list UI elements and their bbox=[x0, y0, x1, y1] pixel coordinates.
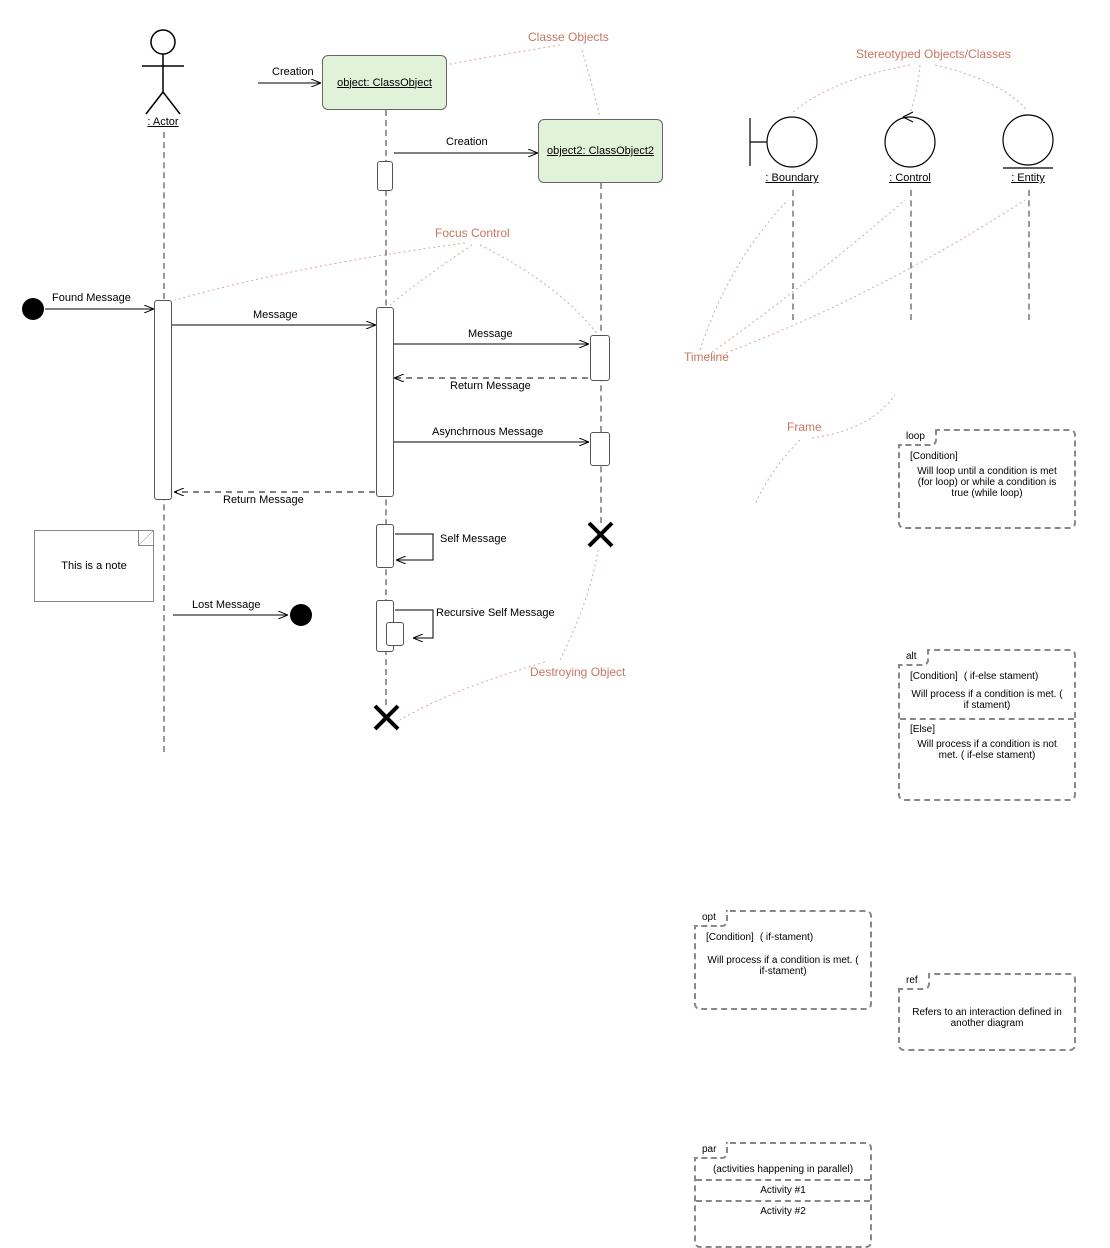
note: This is a note bbox=[34, 530, 154, 602]
ref-body: Refers to an interaction defined in anot… bbox=[910, 1007, 1064, 1029]
loop-cond: [Condition] bbox=[910, 451, 1064, 462]
par-head: (activities happening in parallel) bbox=[706, 1164, 860, 1175]
activation-obj2-b bbox=[590, 432, 610, 466]
alt-tab: alt bbox=[898, 649, 929, 666]
opt-body: Will process if a condition is met. ( if… bbox=[706, 955, 860, 977]
note-text: This is a note bbox=[61, 560, 126, 572]
label-found: Found Message bbox=[52, 292, 131, 304]
opt-aside: ( if-stament) bbox=[760, 932, 813, 947]
par-tab: par bbox=[694, 1142, 728, 1159]
opt-tab: opt bbox=[694, 910, 728, 927]
alt-body1: Will process if a condition is met. ( if… bbox=[910, 689, 1064, 711]
loop-body: Will loop until a condition is met (for … bbox=[910, 466, 1064, 499]
boundary-label: : Boundary bbox=[760, 172, 824, 184]
entity-icon bbox=[1003, 115, 1053, 168]
label-recursive: Recursive Self Message bbox=[436, 607, 496, 619]
label-return2: Return Message bbox=[223, 494, 304, 506]
par-a2: Activity #2 bbox=[706, 1206, 860, 1217]
found-origin bbox=[22, 298, 44, 320]
anno-classe: Classe Objects bbox=[528, 30, 609, 44]
class-object-2: object2: ClassObject2 bbox=[538, 119, 663, 183]
frame-loop: loop [Condition] Will loop until a condi… bbox=[898, 429, 1076, 529]
loop-tab: loop bbox=[898, 429, 937, 446]
control-icon bbox=[885, 112, 935, 167]
entity-lifeline bbox=[1028, 190, 1030, 320]
ref-tab: ref bbox=[898, 973, 930, 990]
lost-target bbox=[290, 604, 312, 626]
label-message2: Message bbox=[468, 328, 513, 340]
control-label: : Control bbox=[880, 172, 940, 184]
entity-label: : Entity bbox=[1000, 172, 1056, 184]
alt-cond2: [Else] bbox=[910, 724, 1064, 735]
opt-cond: [Condition] bbox=[706, 932, 754, 943]
activation-creation bbox=[377, 161, 393, 191]
boundary-icon bbox=[750, 117, 817, 167]
class1-label: object: ClassObject bbox=[337, 77, 432, 89]
activation-obj2-a bbox=[590, 335, 610, 381]
activation-rec-inner bbox=[386, 622, 404, 646]
alt-cond1: [Condition] bbox=[910, 671, 958, 682]
alt-body2: Will process if a condition is not met. … bbox=[910, 739, 1064, 761]
control-lifeline bbox=[910, 190, 912, 320]
class-object-1: object: ClassObject bbox=[322, 55, 447, 110]
label-lost: Lost Message bbox=[192, 599, 260, 611]
frame-ref: ref Refers to an interaction defined in … bbox=[898, 973, 1076, 1051]
actor-label: : Actor bbox=[140, 116, 186, 128]
boundary-lifeline bbox=[792, 190, 794, 320]
actor-icon bbox=[142, 30, 184, 114]
class2-label: object2: ClassObject2 bbox=[547, 145, 654, 157]
activation-actor bbox=[154, 300, 172, 500]
activation-self bbox=[376, 524, 394, 568]
label-return1: Return Message bbox=[450, 380, 531, 392]
alt-aside1: ( if-else stament) bbox=[964, 671, 1038, 686]
par-a1: Activity #1 bbox=[706, 1185, 860, 1196]
anno-stereo: Stereotyped Objects/Classes bbox=[856, 47, 1011, 61]
anno-focus: Focus Control bbox=[435, 226, 510, 240]
label-async: Asynchrnous Message bbox=[432, 426, 543, 438]
frame-opt: opt [Condition] ( if-stament) Will proce… bbox=[694, 910, 872, 1010]
label-self: Self Message bbox=[440, 533, 500, 545]
activation-obj1-main bbox=[376, 307, 394, 497]
anno-frame: Frame bbox=[787, 420, 822, 434]
label-creation1: Creation bbox=[272, 66, 314, 78]
label-creation2: Creation bbox=[446, 136, 488, 148]
frame-par: par (activities happening in parallel) A… bbox=[694, 1142, 872, 1248]
anno-timeline: Timeline bbox=[684, 350, 729, 364]
label-message1: Message bbox=[253, 309, 298, 321]
anno-destroy: Destroying Object bbox=[530, 665, 625, 679]
frame-alt: alt [Condition] ( if-else stament) Will … bbox=[898, 649, 1076, 801]
